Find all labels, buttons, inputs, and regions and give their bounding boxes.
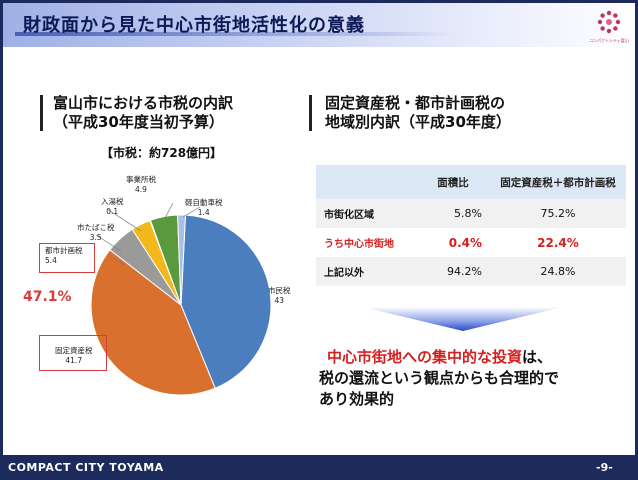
pie-label-value: 1.4 <box>197 208 210 217</box>
pie-slice-keijidoshazei <box>177 214 187 306</box>
pie-label-toshikeikakuzei: 都市計画税 5.4 <box>45 246 83 266</box>
conclusion-highlight: 中心市街地への集中的な投資 <box>327 348 523 366</box>
regional-breakdown-table: 面積比 固定資産税＋都市計画税 市街化区域 5.8% 75.2% うち中心市街地… <box>316 165 626 286</box>
table-row: 上記以外 94.2% 24.8% <box>316 257 626 286</box>
slide: 財政面から見た中心市街地活性化の意義 コンパクトシティ富山 富山市における市税の… <box>3 3 635 455</box>
table-header-area-ratio: 面積比 <box>423 165 490 199</box>
left-heading-line1: 富山市における市税の内訳 <box>53 94 234 112</box>
logo-caption: コンパクトシティ富山 <box>589 38 629 43</box>
table-cell-area: 5.8% <box>423 199 490 228</box>
pie-label-nyutozei: 入湯税 0.1 <box>101 197 124 217</box>
table-cell-tax: 24.8% <box>490 257 626 286</box>
pie-label-value: 3.5 <box>89 233 102 242</box>
right-heading: 固定資産税・都市計画税の 地域別内訳（平成30年度） <box>325 94 511 132</box>
pie-label-shiminzei: 市民税 43 <box>268 286 291 306</box>
pie-label-name: 固定資産税 <box>55 346 93 355</box>
table-row: うち中心市街地 0.4% 22.4% <box>316 228 626 257</box>
pie-label-value: 4.9 <box>135 185 147 194</box>
pie-total-label: 【市税：約728億円】 <box>101 146 223 160</box>
pie-label-name: 市たばこ税 <box>77 223 115 232</box>
left-heading-line2: （平成30年度当初予算） <box>53 113 224 131</box>
pie-label-value: 43 <box>274 296 285 305</box>
pie-label-keijidoshazei: 軽自動車税 1.4 <box>185 198 223 218</box>
pie-label-value: 0.1 <box>106 207 119 216</box>
pie-slice-shiminzei <box>180 214 272 389</box>
title-bar <box>3 3 635 47</box>
table-cell-area: 0.4% <box>423 228 490 257</box>
footer-brand: COMPACT CITY TOYAMA <box>8 461 164 474</box>
table-header-row: 面積比 固定資産税＋都市計画税 <box>316 165 626 199</box>
pie-label-tabakozei: 市たばこ税 3.5 <box>77 223 115 243</box>
conclusion-line2: 税の還流という観点からも合理的で <box>319 369 560 387</box>
right-heading-line1: 固定資産税・都市計画税の <box>325 94 506 112</box>
pie-label-name: 入湯税 <box>101 197 124 206</box>
compact-city-logo-icon <box>597 10 621 34</box>
left-heading-bar <box>40 95 43 131</box>
conclusion-rest: は、 <box>522 348 553 366</box>
pie-leader-line <box>182 206 201 218</box>
table-header-blank <box>316 165 423 199</box>
pie-leader-line <box>164 202 174 219</box>
pie-label-value: 41.7 <box>65 356 83 365</box>
table-cell-tax: 75.2% <box>490 199 626 228</box>
table-cell-region: 市街化区域 <box>316 199 423 228</box>
pie-leader-line <box>95 234 122 252</box>
pie-label-name: 軽自動車税 <box>185 198 223 207</box>
table-row: 市街化区域 5.8% 75.2% <box>316 199 626 228</box>
table-cell-area: 94.2% <box>423 257 490 286</box>
pie-leader-line <box>112 257 126 266</box>
conclusion-text: 中心市街地への集中的な投資は、 税の還流という観点からも合理的で あり効果的 <box>319 347 629 410</box>
toshikeikaku-highlight-box <box>39 243 95 273</box>
conclusion-line3: あり効果的 <box>319 390 395 408</box>
pie-label-name: 事業所税 <box>126 175 156 184</box>
pie-label-name: 都市計画税 <box>45 246 83 255</box>
pie-label-name: 市民税 <box>268 286 291 295</box>
tax-pie-chart <box>90 202 272 396</box>
table-cell-tax: 22.4% <box>490 228 626 257</box>
slide-title: 財政面から見た中心市街地活性化の意義 <box>23 15 365 36</box>
table-cell-region: 上記以外 <box>316 257 423 286</box>
koteishisan-highlight-box <box>39 335 107 371</box>
right-heading-line2: 地域別内訳（平成30年度） <box>325 113 511 131</box>
highlight-percent: 47.1% <box>23 289 72 305</box>
title-underline <box>15 32 455 36</box>
pie-label-koteishisanzei: 固定資産税 41.7 <box>55 346 93 366</box>
page-number: -9- <box>596 461 613 474</box>
pie-label-value: 5.4 <box>45 256 57 265</box>
left-heading: 富山市における市税の内訳 （平成30年度当初予算） <box>53 94 233 132</box>
table-cell-region: うち中心市街地 <box>316 228 423 257</box>
down-arrow-icon <box>363 307 563 331</box>
table-header-tax: 固定資産税＋都市計画税 <box>490 165 626 199</box>
pie-label-jigyoshozei: 事業所税 4.9 <box>126 175 156 195</box>
pie-leader-line <box>106 208 142 232</box>
pie-slice-koteishisanzei <box>90 249 216 396</box>
right-heading-bar <box>309 95 312 131</box>
